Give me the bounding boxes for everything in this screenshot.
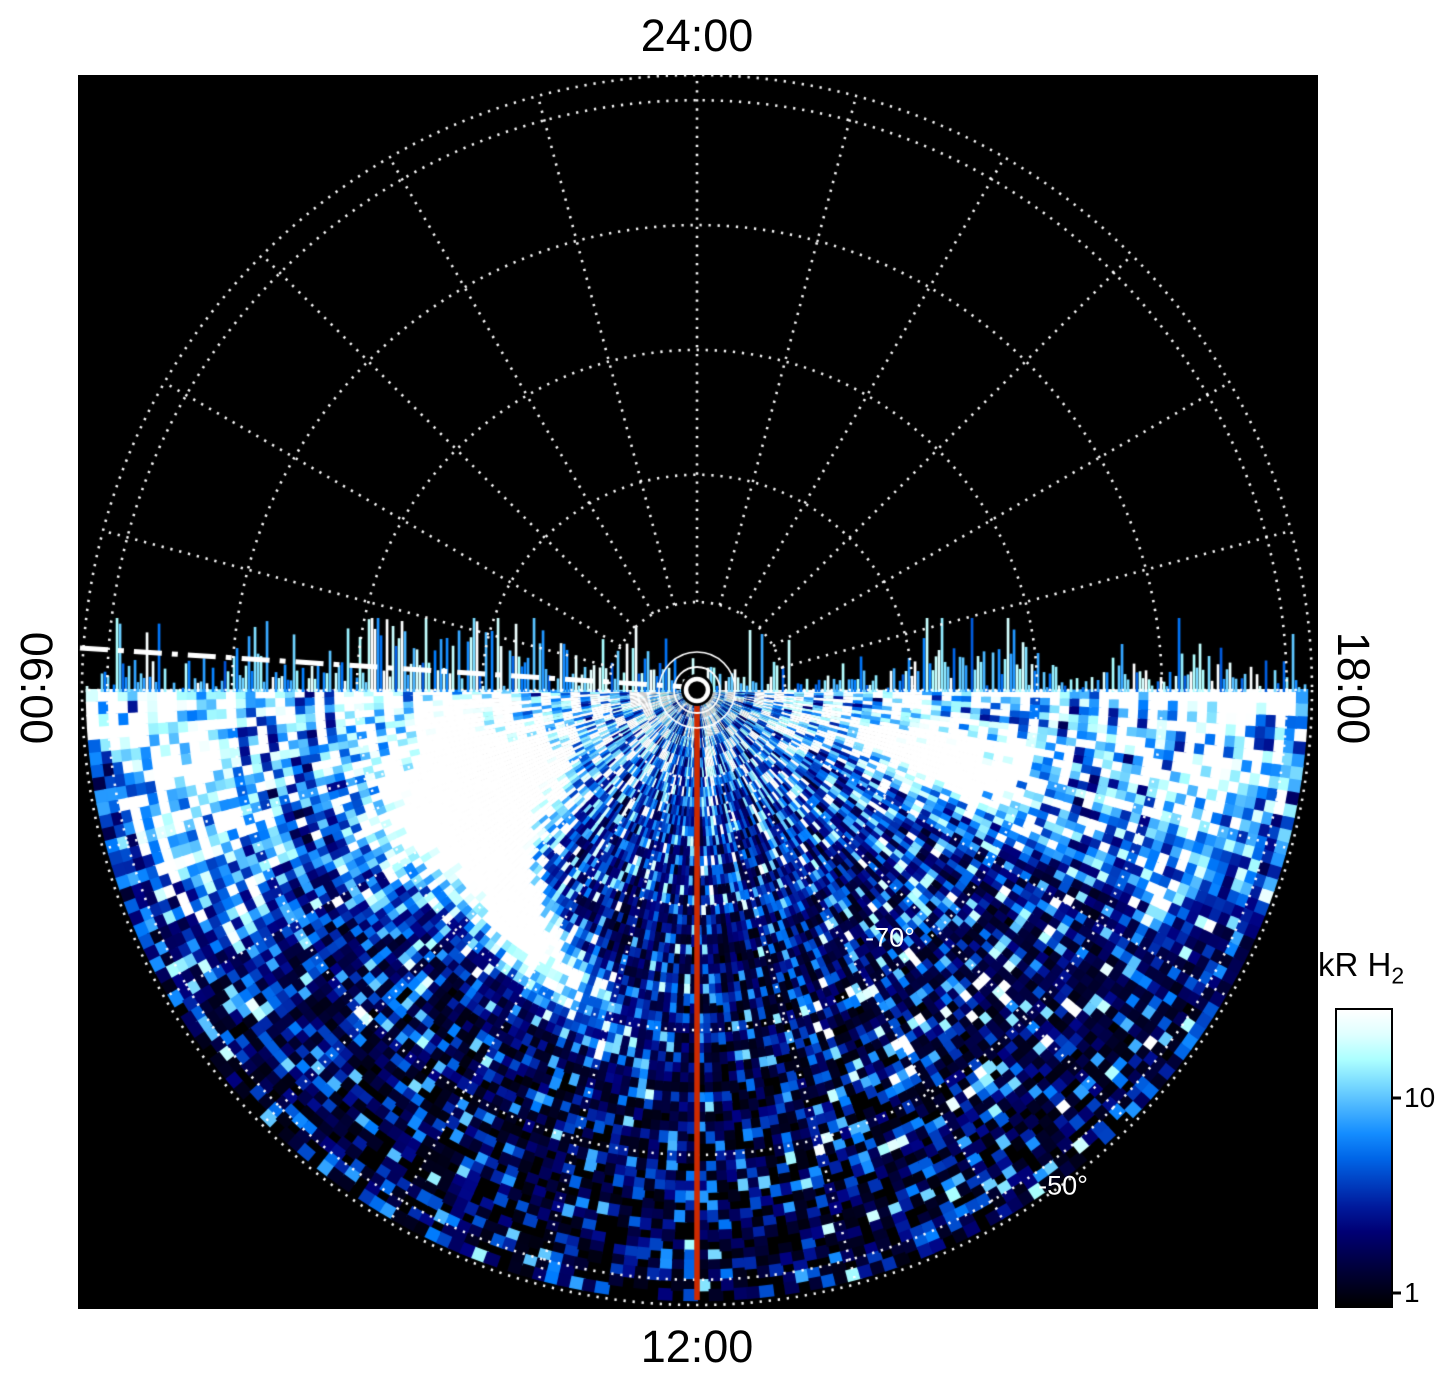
colorbar-tick-label-1: 1 bbox=[1404, 1277, 1420, 1308]
colorbar-tick-mark-10 bbox=[1391, 1096, 1401, 1100]
colorbar-title-main: kR H bbox=[1318, 946, 1392, 983]
colorbar-gradient bbox=[1337, 1010, 1391, 1306]
aurora-polar-heatmap bbox=[78, 75, 1318, 1309]
time-label-1800: 18:00 bbox=[1328, 631, 1379, 745]
colorbar-tick-mark-1 bbox=[1391, 1291, 1401, 1295]
colorbar-title-sub: 2 bbox=[1391, 962, 1405, 989]
polar-plot-panel: -70° -50° bbox=[78, 75, 1318, 1309]
time-label-1200: 12:00 bbox=[640, 1321, 754, 1372]
time-label-0600: 06:00 bbox=[11, 631, 62, 745]
colorbar-tick-label-10: 10 bbox=[1404, 1082, 1436, 1113]
time-label-2400: 24:00 bbox=[640, 10, 754, 61]
colorbar bbox=[1335, 1008, 1393, 1308]
colorbar-title: kR H2 bbox=[1318, 946, 1404, 990]
latitude-label-minus70: -70° bbox=[865, 922, 915, 953]
latitude-label-minus50: -50° bbox=[1038, 1170, 1088, 1201]
